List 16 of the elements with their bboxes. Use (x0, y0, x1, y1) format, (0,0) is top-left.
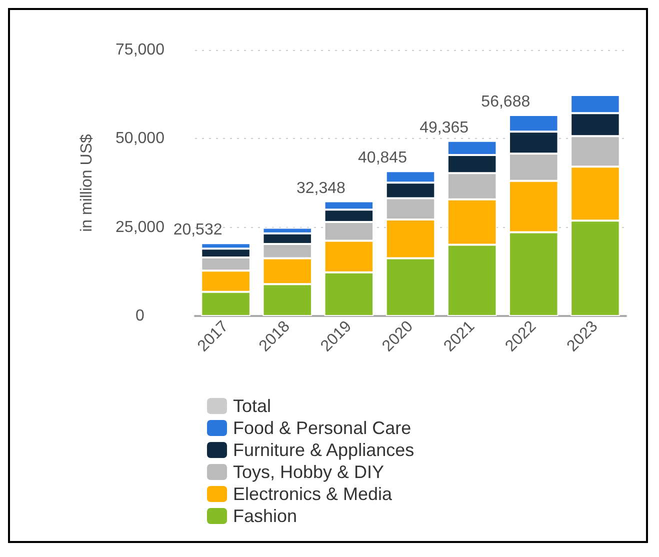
legend-label: Fashion (233, 506, 298, 526)
total-label: 40,845 (358, 150, 408, 167)
y-tick-label: 0 (136, 308, 145, 324)
legend-label: Food & Personal Care (233, 418, 412, 438)
total-label: 32,348 (296, 180, 346, 197)
legend-label: Furniture & Appliances (233, 440, 414, 460)
y-tick-label: 75,000 (116, 42, 165, 58)
legend-label: Toys, Hobby & DIY (233, 462, 384, 482)
total-label: 20,532 (173, 222, 222, 239)
y-axis-title: in million US$ (78, 134, 96, 232)
total-label: 56,688 (481, 93, 530, 110)
legend-label: Electronics & Media (233, 484, 394, 504)
y-tick-label: 25,000 (116, 218, 165, 236)
y-tick-label: 50,000 (116, 130, 165, 148)
legend-label: Total (233, 396, 272, 416)
total-label: 49,365 (420, 119, 469, 136)
